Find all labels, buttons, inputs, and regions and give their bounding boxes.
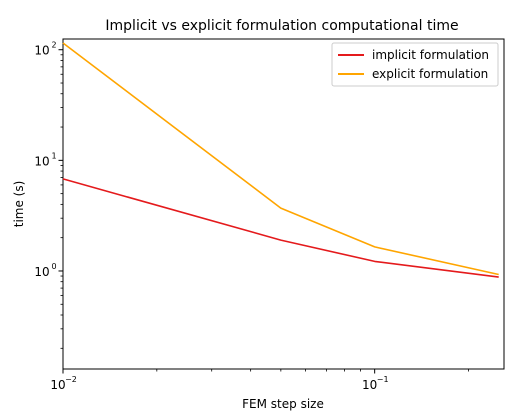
- y-tick-exponent: 0: [51, 262, 56, 271]
- y-axis-label: time (s): [12, 181, 26, 228]
- y-tick-exponent: 1: [51, 151, 56, 160]
- y-tick-exponent: 2: [51, 41, 56, 50]
- x-tick-exponent: −1: [377, 375, 389, 384]
- plot-frame: [62, 38, 505, 370]
- chart-title: Implicit vs explicit formulation computa…: [105, 18, 458, 34]
- series-line-explicit: [62, 42, 499, 276]
- minor-ticks: [60, 54, 469, 372]
- y-tick-label: 10: [34, 44, 49, 58]
- x-tick-label: 10: [50, 378, 65, 392]
- series-lines: [62, 42, 499, 278]
- series-line-implicit: [62, 178, 499, 278]
- x-axis-label: FEM step size: [242, 397, 324, 411]
- x-axis-ticks: 10 −2 10 −1: [50, 369, 389, 392]
- x-tick-exponent: −2: [65, 375, 77, 384]
- legend-label-implicit: implicit formulation: [372, 48, 489, 62]
- x-tick-label: 10: [362, 378, 377, 392]
- legend-label-explicit: explicit formulation: [372, 67, 488, 81]
- legend-box: [331, 42, 499, 87]
- y-tick-label: 10: [34, 265, 49, 279]
- y-tick-label: 10: [34, 154, 49, 168]
- legend: implicit formulation explicit formulatio…: [331, 42, 499, 87]
